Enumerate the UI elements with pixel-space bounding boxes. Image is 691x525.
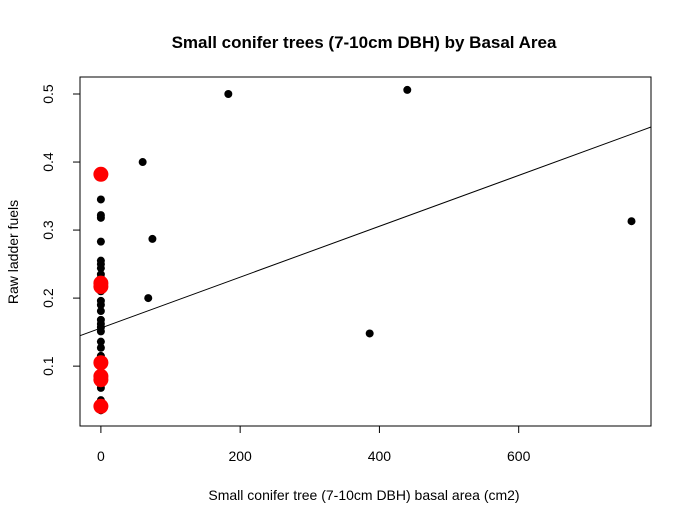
data-point [138, 158, 147, 167]
data-point [148, 234, 157, 243]
data-point [96, 213, 105, 222]
y-tick-label: 0.2 [40, 288, 56, 308]
highlight-point [93, 355, 109, 371]
highlight-point [93, 372, 109, 388]
y-tick-label: 0.4 [40, 152, 56, 172]
data-point [96, 264, 105, 273]
y-tick-label: 0.3 [40, 220, 56, 240]
x-tick-label: 0 [97, 448, 105, 464]
data-point [96, 300, 105, 309]
data-point [96, 343, 105, 352]
y-tick-label: 0.1 [40, 356, 56, 376]
data-point [96, 195, 105, 204]
highlight-point [93, 166, 109, 182]
data-point [224, 90, 233, 99]
x-tick-label: 600 [507, 448, 531, 464]
data-points [93, 85, 636, 415]
chart-title: Small conifer trees (7-10cm DBH) by Basa… [172, 33, 557, 52]
y-axis-label: Raw ladder fuels [5, 200, 21, 304]
data-point [96, 337, 105, 346]
highlight-point [93, 279, 109, 295]
x-tick-label: 200 [228, 448, 252, 464]
data-point [144, 294, 153, 303]
x-axis: 0 200 400 600 [97, 425, 531, 464]
data-point [96, 237, 105, 246]
y-tick-label: 0.5 [40, 84, 56, 104]
highlight-point [93, 398, 109, 414]
data-point [96, 327, 105, 336]
data-point [403, 85, 412, 94]
regression-line [79, 126, 652, 337]
data-point [627, 217, 636, 226]
y-axis: 0.1 0.2 0.3 0.4 0.5 [40, 84, 81, 376]
data-point [365, 329, 374, 338]
plot-frame [79, 76, 652, 427]
data-point [96, 307, 105, 316]
x-axis-label: Small conifer tree (7-10cm DBH) basal ar… [208, 487, 519, 503]
x-tick-label: 400 [368, 448, 392, 464]
